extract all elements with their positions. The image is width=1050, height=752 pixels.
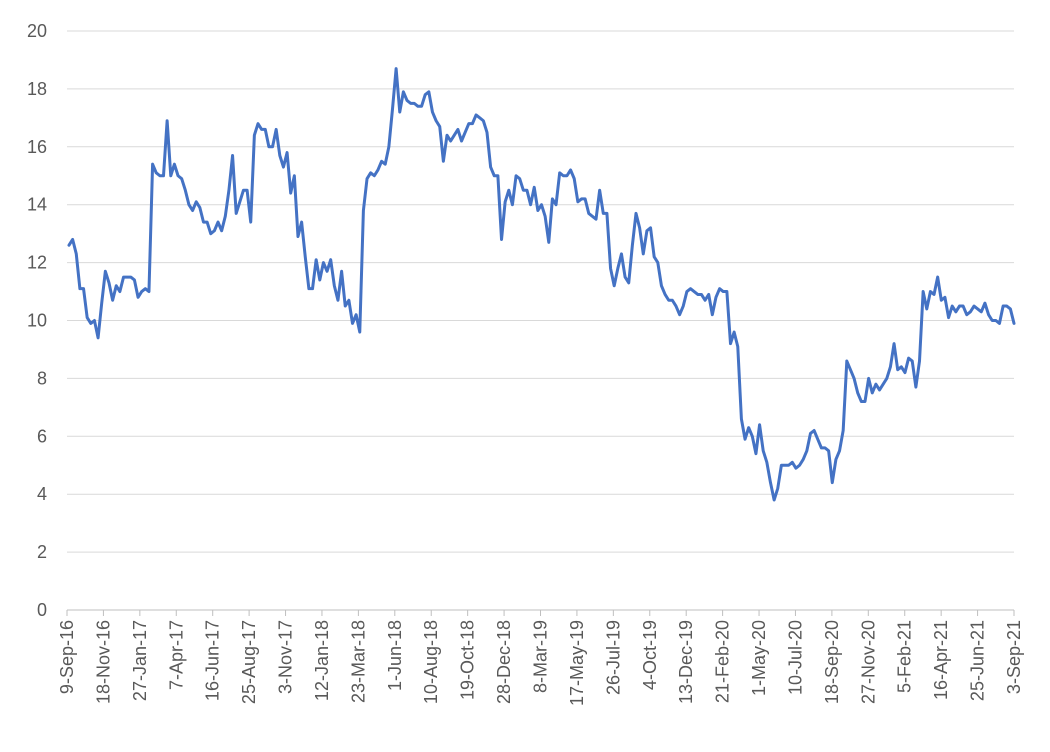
x-axis — [66, 609, 1015, 616]
x-tick-label: 3-Nov-17 — [276, 620, 296, 694]
y-tick-label: 18 — [27, 79, 47, 99]
x-tick-label: 4-Oct-19 — [640, 620, 660, 690]
x-tick-label: 1-May-20 — [749, 620, 769, 696]
x-tick-label: 1-Jun-18 — [385, 620, 405, 691]
gridlines — [67, 30, 1014, 553]
y-tick-label: 0 — [37, 600, 47, 620]
x-axis-tick-labels: 9-Sep-16 18-Nov-16 27-Jan-17 7-Apr-17 16-Jun… — [57, 620, 1024, 706]
series-layer — [67, 67, 1016, 502]
x-tick-label: 16-Jun-17 — [203, 620, 223, 701]
y-tick-label: 8 — [37, 368, 47, 388]
x-tick-label: 21-Feb-20 — [713, 620, 733, 703]
x-tick-label: 26-Jul-19 — [603, 620, 623, 695]
x-tick-label: 27-Jan-17 — [130, 620, 150, 701]
y-tick-label: 20 — [27, 21, 47, 41]
x-tick-label: 17-May-19 — [567, 620, 587, 706]
y-tick-label: 16 — [27, 137, 47, 157]
x-tick-label: 28-Dec-18 — [494, 620, 514, 704]
x-tick-label: 10-Jul-20 — [785, 620, 805, 695]
x-tick-label: 25-Aug-17 — [239, 620, 259, 704]
x-tick-label: 5-Feb-21 — [895, 620, 915, 693]
x-tick-label: 19-Oct-18 — [458, 620, 478, 700]
y-tick-label: 10 — [27, 311, 47, 331]
x-tick-label: 16-Apr-21 — [931, 620, 951, 700]
series-line — [67, 67, 1016, 502]
x-tick-label: 25-Jun-21 — [968, 620, 988, 701]
x-tick-label: 9-Sep-16 — [57, 620, 77, 694]
y-tick-label: 2 — [37, 542, 47, 562]
y-axis-tick-labels: 0 2 4 6 8 10 12 14 16 18 20 — [27, 21, 47, 620]
y-tick-label: 12 — [27, 253, 47, 273]
x-tick-label: 18-Sep-20 — [822, 620, 842, 704]
x-tick-label: 7-Apr-17 — [166, 620, 186, 690]
y-tick-label: 14 — [27, 195, 47, 215]
x-tick-label: 12-Jan-18 — [312, 620, 332, 701]
x-tick-label: 23-Mar-18 — [348, 620, 368, 703]
x-tick-label: 3-Sep-21 — [1004, 620, 1024, 694]
x-tick-label: 8-Mar-19 — [531, 620, 551, 693]
y-tick-label: 6 — [37, 426, 47, 446]
x-tick-label: 18-Nov-16 — [93, 620, 113, 704]
x-tick-label: 13-Dec-19 — [676, 620, 696, 704]
x-tick-label: 27-Nov-20 — [858, 620, 878, 704]
x-tick-label: 10-Aug-18 — [421, 620, 441, 704]
y-tick-label: 4 — [37, 484, 47, 504]
